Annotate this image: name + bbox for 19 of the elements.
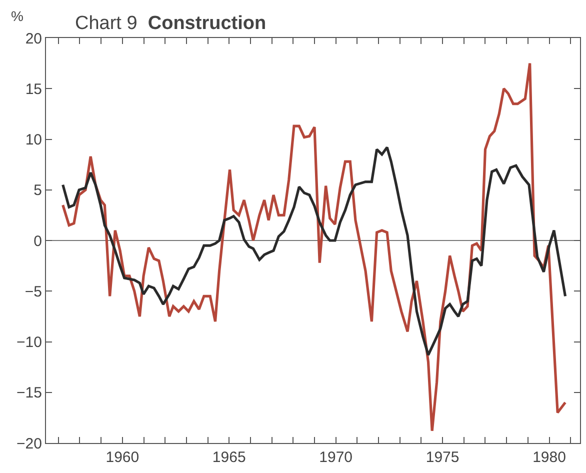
x-tick-label: 1960	[106, 449, 140, 466]
x-tick-label: 1980	[532, 449, 566, 466]
chart-subtitle: Construction	[148, 13, 266, 34]
y-axis-title: %	[11, 8, 24, 24]
y-tick-label: −5	[24, 283, 42, 300]
y-tick-label: −10	[16, 334, 42, 351]
y-tick-label: 10	[25, 132, 42, 148]
x-tick-label: 1965	[212, 449, 246, 466]
y-tick-label: −20	[16, 435, 42, 452]
x-tick-label: 1975	[426, 449, 460, 466]
y-tick-label: 15	[25, 80, 42, 98]
y-tick-label: 5	[34, 182, 42, 200]
line-series	[62, 62, 567, 432]
y-tick-label: 20	[25, 30, 42, 48]
y-tick-label: −15	[16, 384, 42, 402]
x-tick-label: 1970	[319, 449, 353, 466]
y-tick-label: 0	[34, 232, 42, 250]
chart-title: Chart 9	[75, 13, 138, 34]
line-series	[62, 146, 567, 356]
